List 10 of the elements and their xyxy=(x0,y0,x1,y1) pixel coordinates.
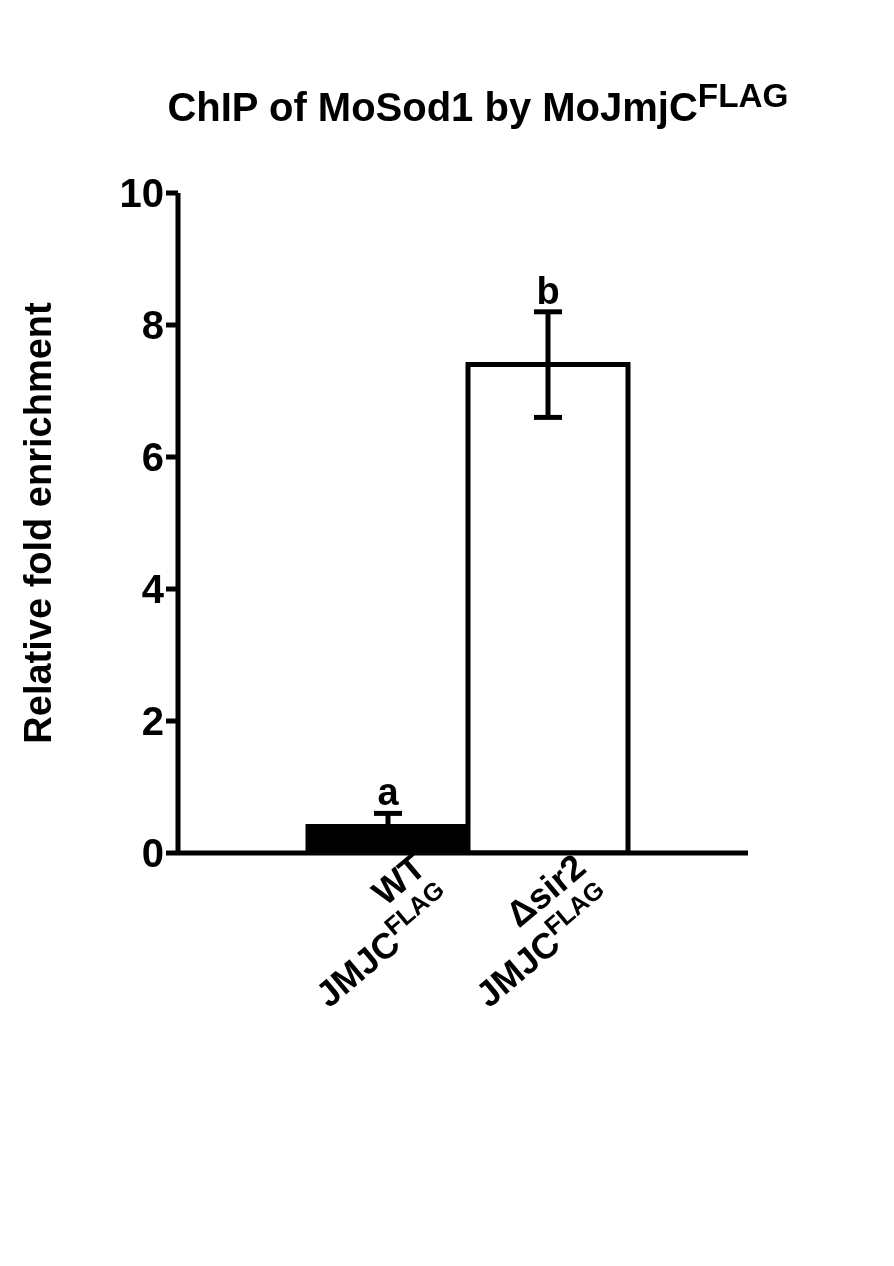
y-tick-label: 6 xyxy=(141,435,164,480)
y-tick-label: 4 xyxy=(141,567,165,612)
y-axis-title: Relative fold enrichment xyxy=(17,302,60,744)
y-tick-label: 0 xyxy=(141,831,164,876)
annotation: a xyxy=(377,771,400,814)
annotation: b xyxy=(536,270,560,313)
y-tick-label: 8 xyxy=(141,303,164,348)
y-tick-label: 10 xyxy=(119,171,164,216)
chart-title: ChIP of MoSod1 by MoJmjC$^{FLAG}$ xyxy=(166,76,790,132)
y-tick-label: 2 xyxy=(141,699,164,744)
